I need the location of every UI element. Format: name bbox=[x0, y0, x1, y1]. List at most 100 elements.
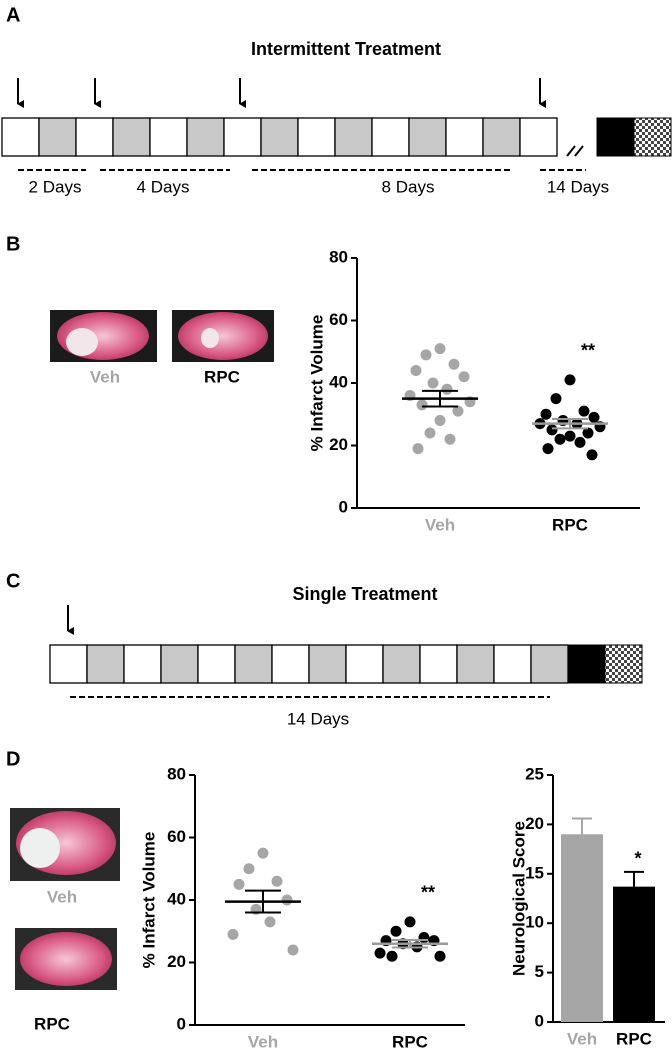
x-tick-label: Veh bbox=[248, 1032, 278, 1050]
data-point bbox=[374, 947, 386, 959]
data-point bbox=[427, 377, 439, 389]
panel-label: C bbox=[6, 570, 20, 592]
data-point bbox=[390, 925, 402, 937]
day-box bbox=[38, 117, 77, 157]
day-box bbox=[456, 644, 495, 684]
y-axis-label: % Infarct Volume bbox=[307, 315, 326, 452]
y-tick-label: 40 bbox=[167, 889, 186, 908]
day-box bbox=[260, 117, 299, 157]
day-box bbox=[445, 117, 484, 157]
y-tick-label: 25 bbox=[525, 764, 544, 783]
data-point bbox=[441, 383, 453, 395]
image-label: Veh bbox=[90, 367, 120, 386]
data-point bbox=[452, 405, 464, 417]
significance: * bbox=[634, 849, 641, 869]
interval-label: 8 Days bbox=[382, 177, 435, 196]
day-box bbox=[86, 644, 125, 684]
brain-image bbox=[15, 928, 117, 990]
day-box bbox=[530, 644, 569, 684]
data-point bbox=[458, 371, 470, 383]
y-tick-label: 0 bbox=[535, 1011, 544, 1030]
bar bbox=[613, 886, 655, 1022]
y-tick-label: 20 bbox=[525, 814, 544, 833]
day-box bbox=[382, 644, 421, 684]
end-box bbox=[596, 117, 635, 157]
data-point bbox=[550, 393, 562, 405]
x-tick-label: RPC bbox=[552, 515, 588, 534]
y-axis-label: % Infarct Volume bbox=[139, 832, 158, 969]
y-tick-label: 10 bbox=[525, 913, 544, 932]
data-point bbox=[588, 411, 600, 423]
y-tick-label: 80 bbox=[167, 764, 186, 783]
y-tick-label: 60 bbox=[329, 310, 348, 329]
y-tick-label: 20 bbox=[329, 435, 348, 454]
end-box bbox=[633, 117, 672, 157]
data-point bbox=[410, 365, 422, 376]
data-point bbox=[434, 343, 446, 355]
data-point bbox=[540, 408, 552, 420]
data-point bbox=[546, 424, 558, 436]
data-point bbox=[416, 399, 428, 411]
day-box bbox=[197, 644, 236, 684]
data-point bbox=[554, 433, 566, 445]
y-tick-label: 0 bbox=[339, 497, 348, 516]
y-tick-label: 0 bbox=[177, 1014, 186, 1033]
day-box bbox=[160, 644, 199, 684]
data-point bbox=[434, 950, 446, 962]
x-tick-label: RPC bbox=[616, 1029, 652, 1048]
data-point bbox=[227, 928, 239, 940]
y-tick-label: 60 bbox=[167, 827, 186, 846]
interval-label: 14 Days bbox=[547, 177, 609, 196]
data-point bbox=[564, 430, 576, 442]
data-point bbox=[243, 863, 255, 875]
data-point bbox=[420, 349, 432, 361]
day-box bbox=[297, 117, 336, 157]
brain-image bbox=[172, 310, 274, 362]
data-point bbox=[434, 415, 446, 426]
data-point bbox=[586, 449, 598, 461]
data-point bbox=[281, 894, 293, 906]
day-box bbox=[345, 644, 384, 684]
panel-label: A bbox=[6, 4, 20, 26]
panel-title: Single Treatment bbox=[292, 584, 437, 604]
break bbox=[574, 145, 584, 157]
interval-label: 14 Days bbox=[287, 709, 349, 728]
interval-label: 4 Days bbox=[137, 177, 190, 196]
panel-title: Intermittent Treatment bbox=[251, 39, 441, 59]
bar bbox=[561, 834, 603, 1022]
day-box bbox=[75, 117, 114, 157]
brain-image bbox=[10, 808, 120, 881]
interval-label: 2 Days bbox=[29, 177, 82, 196]
end-box bbox=[567, 644, 606, 684]
day-box bbox=[1, 117, 40, 157]
day-box bbox=[408, 117, 447, 157]
end-box bbox=[604, 644, 643, 684]
timeline bbox=[49, 605, 643, 698]
data-point bbox=[264, 916, 276, 928]
data-point bbox=[418, 932, 430, 943]
brain-image bbox=[50, 310, 157, 362]
y-tick-label: 80 bbox=[329, 247, 348, 266]
day-box bbox=[493, 644, 532, 684]
x-tick-label: RPC bbox=[392, 1032, 428, 1050]
data-point bbox=[404, 916, 416, 928]
break bbox=[566, 145, 576, 157]
day-box bbox=[519, 117, 558, 157]
image-label: RPC bbox=[34, 1014, 70, 1033]
day-box bbox=[123, 644, 162, 684]
data-point bbox=[424, 427, 436, 439]
day-box bbox=[186, 117, 225, 157]
day-box bbox=[482, 117, 521, 157]
day-box bbox=[308, 644, 347, 684]
day-box bbox=[149, 117, 188, 157]
y-tick-label: 40 bbox=[329, 372, 348, 391]
day-box bbox=[334, 117, 373, 157]
data-point bbox=[233, 878, 245, 890]
y-axis-label: Neurological Score bbox=[509, 821, 528, 976]
x-tick-label: Veh bbox=[567, 1029, 597, 1048]
data-point bbox=[578, 405, 590, 417]
day-box bbox=[112, 117, 151, 157]
day-box bbox=[271, 644, 310, 684]
day-box bbox=[371, 117, 410, 157]
data-point bbox=[444, 433, 456, 445]
